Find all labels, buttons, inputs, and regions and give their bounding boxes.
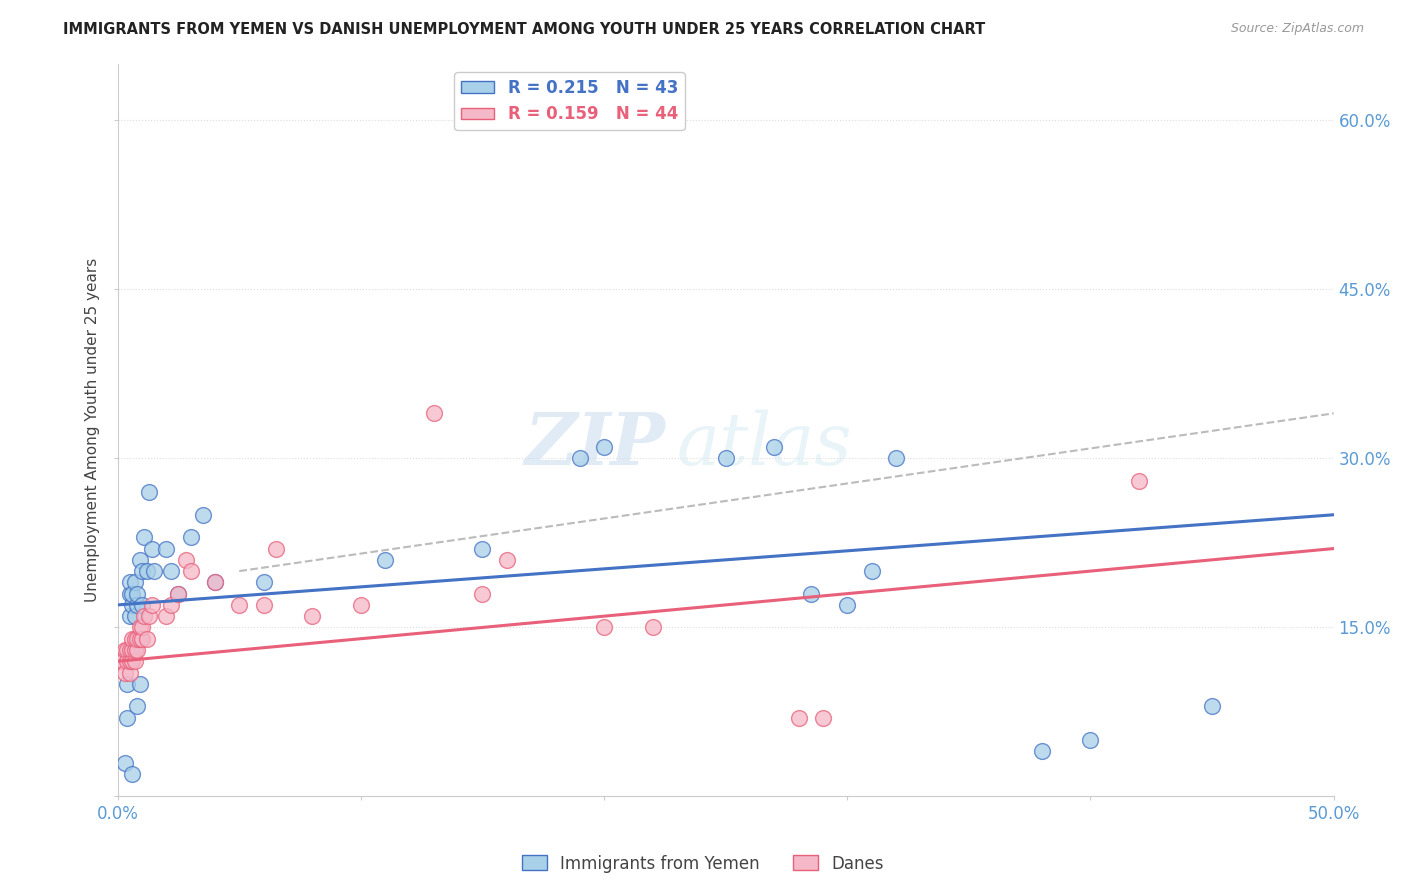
Point	[763, 440, 786, 454]
Point	[471, 541, 494, 556]
Point	[1080, 733, 1102, 747]
Point	[117, 710, 139, 724]
Point	[191, 508, 214, 522]
Point	[127, 587, 149, 601]
Point	[127, 643, 149, 657]
Point	[124, 632, 146, 646]
Text: ZIP: ZIP	[524, 409, 665, 481]
Point	[128, 620, 150, 634]
Point	[495, 553, 517, 567]
Point	[800, 587, 823, 601]
Point	[714, 451, 737, 466]
Point	[118, 575, 141, 590]
Y-axis label: Unemployment Among Youth under 25 years: Unemployment Among Youth under 25 years	[86, 258, 100, 602]
Point	[135, 632, 157, 646]
Point	[884, 451, 907, 466]
Point	[160, 598, 183, 612]
Point	[155, 541, 177, 556]
Point	[204, 575, 226, 590]
Point	[127, 598, 149, 612]
Point	[593, 620, 616, 634]
Point	[131, 632, 153, 646]
Point	[593, 440, 616, 454]
Point	[118, 654, 141, 668]
Point	[423, 406, 446, 420]
Text: IMMIGRANTS FROM YEMEN VS DANISH UNEMPLOYMENT AMONG YOUTH UNDER 25 YEARS CORRELAT: IMMIGRANTS FROM YEMEN VS DANISH UNEMPLOY…	[63, 22, 986, 37]
Point	[117, 677, 139, 691]
Point	[121, 632, 143, 646]
Point	[141, 541, 163, 556]
Point	[127, 699, 149, 714]
Point	[118, 665, 141, 680]
Point	[568, 451, 591, 466]
Point	[180, 530, 202, 544]
Point	[124, 643, 146, 657]
Point	[128, 553, 150, 567]
Point	[141, 598, 163, 612]
Legend: Immigrants from Yemen, Danes: Immigrants from Yemen, Danes	[515, 848, 891, 880]
Point	[787, 710, 810, 724]
Point	[121, 643, 143, 657]
Point	[641, 620, 664, 634]
Point	[180, 564, 202, 578]
Point	[127, 632, 149, 646]
Point	[544, 113, 567, 128]
Point	[111, 654, 134, 668]
Point	[264, 541, 287, 556]
Point	[114, 643, 136, 657]
Point	[121, 587, 143, 601]
Point	[837, 598, 859, 612]
Point	[128, 632, 150, 646]
Point	[131, 564, 153, 578]
Point	[252, 598, 274, 612]
Point	[167, 587, 190, 601]
Point	[167, 587, 190, 601]
Point	[143, 564, 166, 578]
Point	[135, 564, 157, 578]
Point	[1201, 699, 1223, 714]
Point	[1128, 474, 1150, 488]
Point	[811, 710, 834, 724]
Point	[108, 654, 131, 668]
Point	[155, 609, 177, 624]
Point	[138, 609, 160, 624]
Point	[118, 609, 141, 624]
Point	[252, 575, 274, 590]
Point	[121, 767, 143, 781]
Point	[114, 756, 136, 770]
Point	[118, 587, 141, 601]
Point	[124, 654, 146, 668]
Point	[174, 553, 197, 567]
Legend: R = 0.215   N = 43, R = 0.159   N = 44: R = 0.215 N = 43, R = 0.159 N = 44	[454, 72, 685, 130]
Point	[131, 598, 153, 612]
Point	[374, 553, 396, 567]
Point	[228, 598, 250, 612]
Point	[134, 530, 156, 544]
Point	[350, 598, 373, 612]
Point	[204, 575, 226, 590]
Point	[301, 609, 323, 624]
Text: atlas: atlas	[678, 409, 852, 480]
Point	[117, 654, 139, 668]
Point	[114, 665, 136, 680]
Point	[131, 620, 153, 634]
Point	[118, 643, 141, 657]
Text: Source: ZipAtlas.com: Source: ZipAtlas.com	[1230, 22, 1364, 36]
Point	[471, 587, 494, 601]
Point	[160, 564, 183, 578]
Point	[128, 677, 150, 691]
Point	[121, 598, 143, 612]
Point	[121, 654, 143, 668]
Point	[124, 575, 146, 590]
Point	[1031, 744, 1053, 758]
Point	[860, 564, 883, 578]
Point	[117, 643, 139, 657]
Point	[138, 485, 160, 500]
Point	[134, 609, 156, 624]
Point	[124, 609, 146, 624]
